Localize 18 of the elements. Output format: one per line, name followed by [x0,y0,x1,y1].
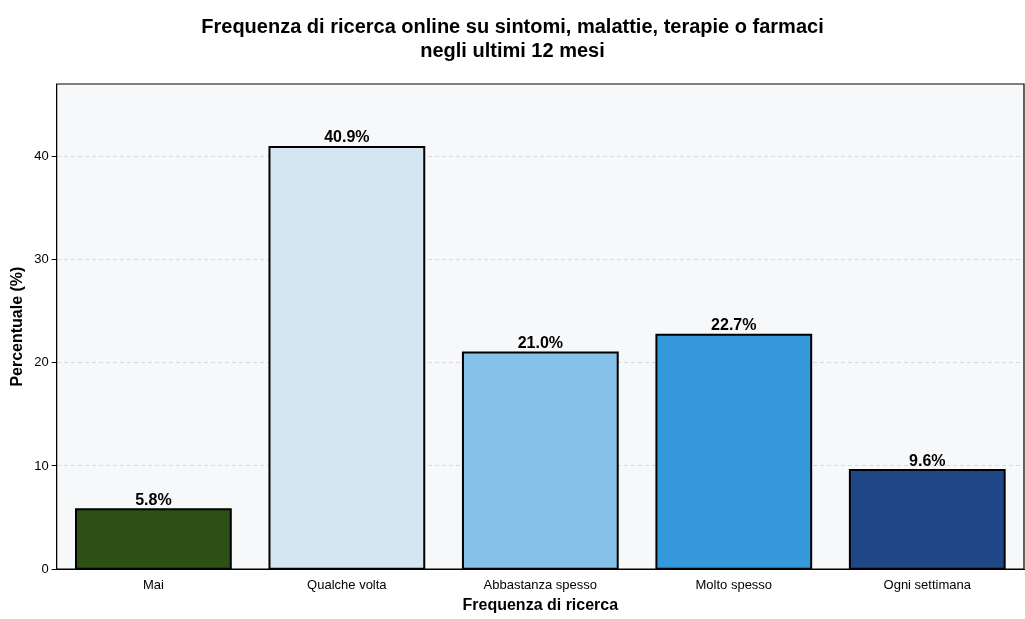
data-label: 40.9% [324,128,370,146]
y-tick-label: 30 [34,251,49,267]
y-tick-label: 40 [34,147,49,163]
data-label: 5.8% [135,490,172,508]
x-axis-title: Frequenza di ricerca [462,595,619,613]
y-tick-label: 10 [34,457,49,473]
x-tick-label: Ogni settimana [883,576,972,592]
y-tick-label: 20 [34,354,49,370]
chart-title: Frequenza di ricerca online su sintomi, malattie, terapie o farmaci negli ultimi 12 mesi [200,14,825,62]
x-tick-label: Mai [142,576,164,592]
x-tick-label: Abbastanza spesso [483,576,598,592]
data-label: 9.6% [909,451,946,469]
x-tick-label: Qualche volta [307,576,388,592]
y-tick-label: 0 [41,560,49,576]
x-tick-label: Molto spesso [695,576,773,592]
data-label: 21.0% [517,333,564,351]
data-label: 22.7% [711,316,757,334]
y-axis-title: Percentuale (%) [8,266,26,387]
